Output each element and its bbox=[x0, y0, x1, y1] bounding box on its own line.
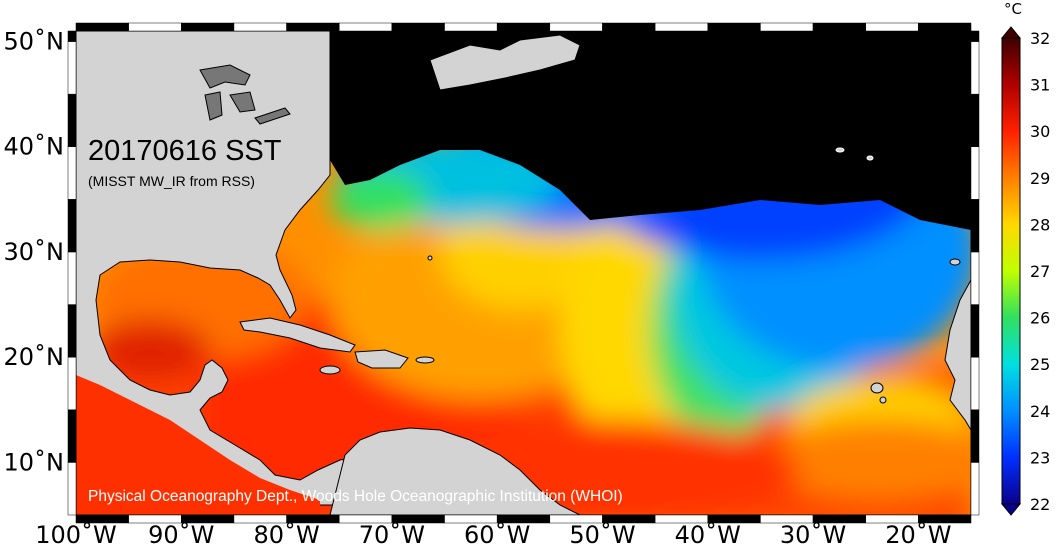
lon-tick-label: 100˚W bbox=[35, 521, 117, 546]
eastern-pacific-water bbox=[76, 375, 320, 515]
credit-text: Physical Oceanography Dept., Woods Hole … bbox=[88, 488, 623, 505]
colorbar: °C 22 23 24 25 26 27 28 29 30 31 32 bbox=[1000, 0, 1050, 516]
border-segment bbox=[970, 93, 980, 147]
lon-tick-label: 50˚W bbox=[569, 521, 635, 546]
border-segment bbox=[67, 409, 77, 463]
map-title: 20170616 SST bbox=[88, 135, 282, 167]
border-segment bbox=[128, 22, 182, 32]
border-segment bbox=[865, 22, 919, 32]
border-segment bbox=[67, 356, 77, 411]
border-segment bbox=[970, 462, 980, 516]
colorbar-tick-label: 23 bbox=[1030, 448, 1050, 467]
border-segment bbox=[67, 146, 77, 200]
border-segment bbox=[970, 304, 980, 358]
cuba bbox=[239, 317, 356, 353]
canary-islands bbox=[949, 258, 961, 266]
border-segment bbox=[970, 356, 980, 411]
lon-tick-label: 90˚W bbox=[148, 521, 214, 546]
border-segment bbox=[67, 30, 77, 42]
border-segment bbox=[67, 199, 77, 253]
border-segment bbox=[67, 462, 77, 516]
hispaniola bbox=[354, 349, 409, 369]
azores bbox=[835, 147, 845, 153]
colorbar-max-arrow bbox=[1000, 26, 1022, 39]
border-segment bbox=[760, 22, 814, 32]
lake-huron bbox=[229, 91, 256, 113]
border-segment bbox=[918, 22, 972, 32]
border-segment bbox=[181, 22, 235, 32]
lat-tick-label: 50˚N bbox=[4, 28, 65, 56]
border-segment bbox=[970, 199, 980, 253]
border-segment bbox=[75, 22, 129, 32]
border-segment bbox=[67, 304, 77, 358]
colorbar-tick-label: 25 bbox=[1030, 355, 1050, 374]
colorbar-tick-label: 31 bbox=[1030, 76, 1050, 95]
border-segment bbox=[549, 22, 603, 32]
lon-tick-label: 40˚W bbox=[675, 521, 741, 546]
border-segment bbox=[67, 41, 77, 95]
lat-tick-label: 20˚N bbox=[4, 343, 65, 371]
map-subtitle: (MISST MW_IR from RSS) bbox=[88, 173, 255, 189]
border-segment bbox=[654, 22, 709, 32]
colorbar-tick-label: 22 bbox=[1030, 495, 1050, 514]
colorbar-tick-label: 27 bbox=[1030, 262, 1050, 281]
border-segment bbox=[918, 514, 972, 524]
border-segment bbox=[67, 93, 77, 147]
colorbar-tick-labels: 22 23 24 25 26 27 28 29 30 31 32 bbox=[1030, 29, 1050, 514]
puerto-rico bbox=[415, 356, 435, 364]
south-america-land bbox=[329, 427, 581, 515]
colorbar-gradient bbox=[1001, 37, 1021, 505]
lon-tick-label: 70˚W bbox=[359, 521, 425, 546]
lon-tick-label: 80˚W bbox=[253, 521, 319, 546]
colorbar-tick-label: 28 bbox=[1030, 215, 1050, 234]
lat-tick-label: 40˚N bbox=[4, 133, 65, 161]
maritime-canada-land bbox=[429, 34, 581, 91]
border-segment bbox=[970, 30, 980, 42]
jamaica bbox=[319, 365, 341, 375]
lat-tick-label: 10˚N bbox=[4, 448, 65, 476]
colorbar-tick-label: 24 bbox=[1030, 402, 1050, 421]
border-segment bbox=[970, 146, 980, 200]
border-segment bbox=[707, 22, 761, 32]
border-segment bbox=[286, 22, 340, 32]
africa-land bbox=[944, 279, 971, 431]
cape-verde bbox=[870, 382, 884, 394]
cape-verde-south bbox=[879, 396, 887, 404]
colorbar-tick-label: 29 bbox=[1030, 169, 1050, 188]
colorbar-tick-label: 32 bbox=[1030, 29, 1050, 48]
colorbar-tick-label: 26 bbox=[1030, 309, 1050, 328]
colorbar-min-arrow bbox=[1000, 503, 1022, 516]
great-lakes bbox=[199, 64, 251, 89]
border-segment bbox=[338, 22, 393, 32]
border-segment bbox=[812, 22, 866, 32]
border-segment bbox=[67, 251, 77, 305]
border-segment bbox=[233, 22, 287, 32]
bermuda bbox=[427, 255, 433, 261]
checkered-border bbox=[67, 22, 980, 524]
colorbar-tick-label: 30 bbox=[1030, 122, 1050, 141]
lon-tick-label: 30˚W bbox=[780, 521, 846, 546]
azores-east bbox=[866, 155, 874, 161]
border-segment bbox=[444, 22, 498, 32]
border-segment bbox=[496, 22, 551, 32]
border-segment bbox=[391, 22, 445, 32]
border-segment bbox=[970, 251, 980, 305]
border-segment bbox=[602, 22, 656, 32]
border-segment bbox=[970, 41, 980, 95]
lake-erie bbox=[254, 107, 291, 125]
lon-tick-label: 60˚W bbox=[464, 521, 530, 546]
map-area bbox=[76, 31, 971, 515]
lat-tick-label: 30˚N bbox=[4, 238, 65, 266]
longitude-labels: 100˚W 90˚W 80˚W 70˚W 60˚W 50˚W 40˚W 30˚W 20˚W bbox=[35, 521, 951, 546]
latitude-labels: 10˚N 20˚N 30˚N 40˚N 50˚N bbox=[4, 28, 65, 477]
lon-tick-label: 20˚W bbox=[885, 521, 951, 546]
colorbar-unit: °C bbox=[1004, 0, 1022, 18]
border-segment bbox=[970, 409, 980, 463]
lake-michigan bbox=[204, 91, 223, 121]
